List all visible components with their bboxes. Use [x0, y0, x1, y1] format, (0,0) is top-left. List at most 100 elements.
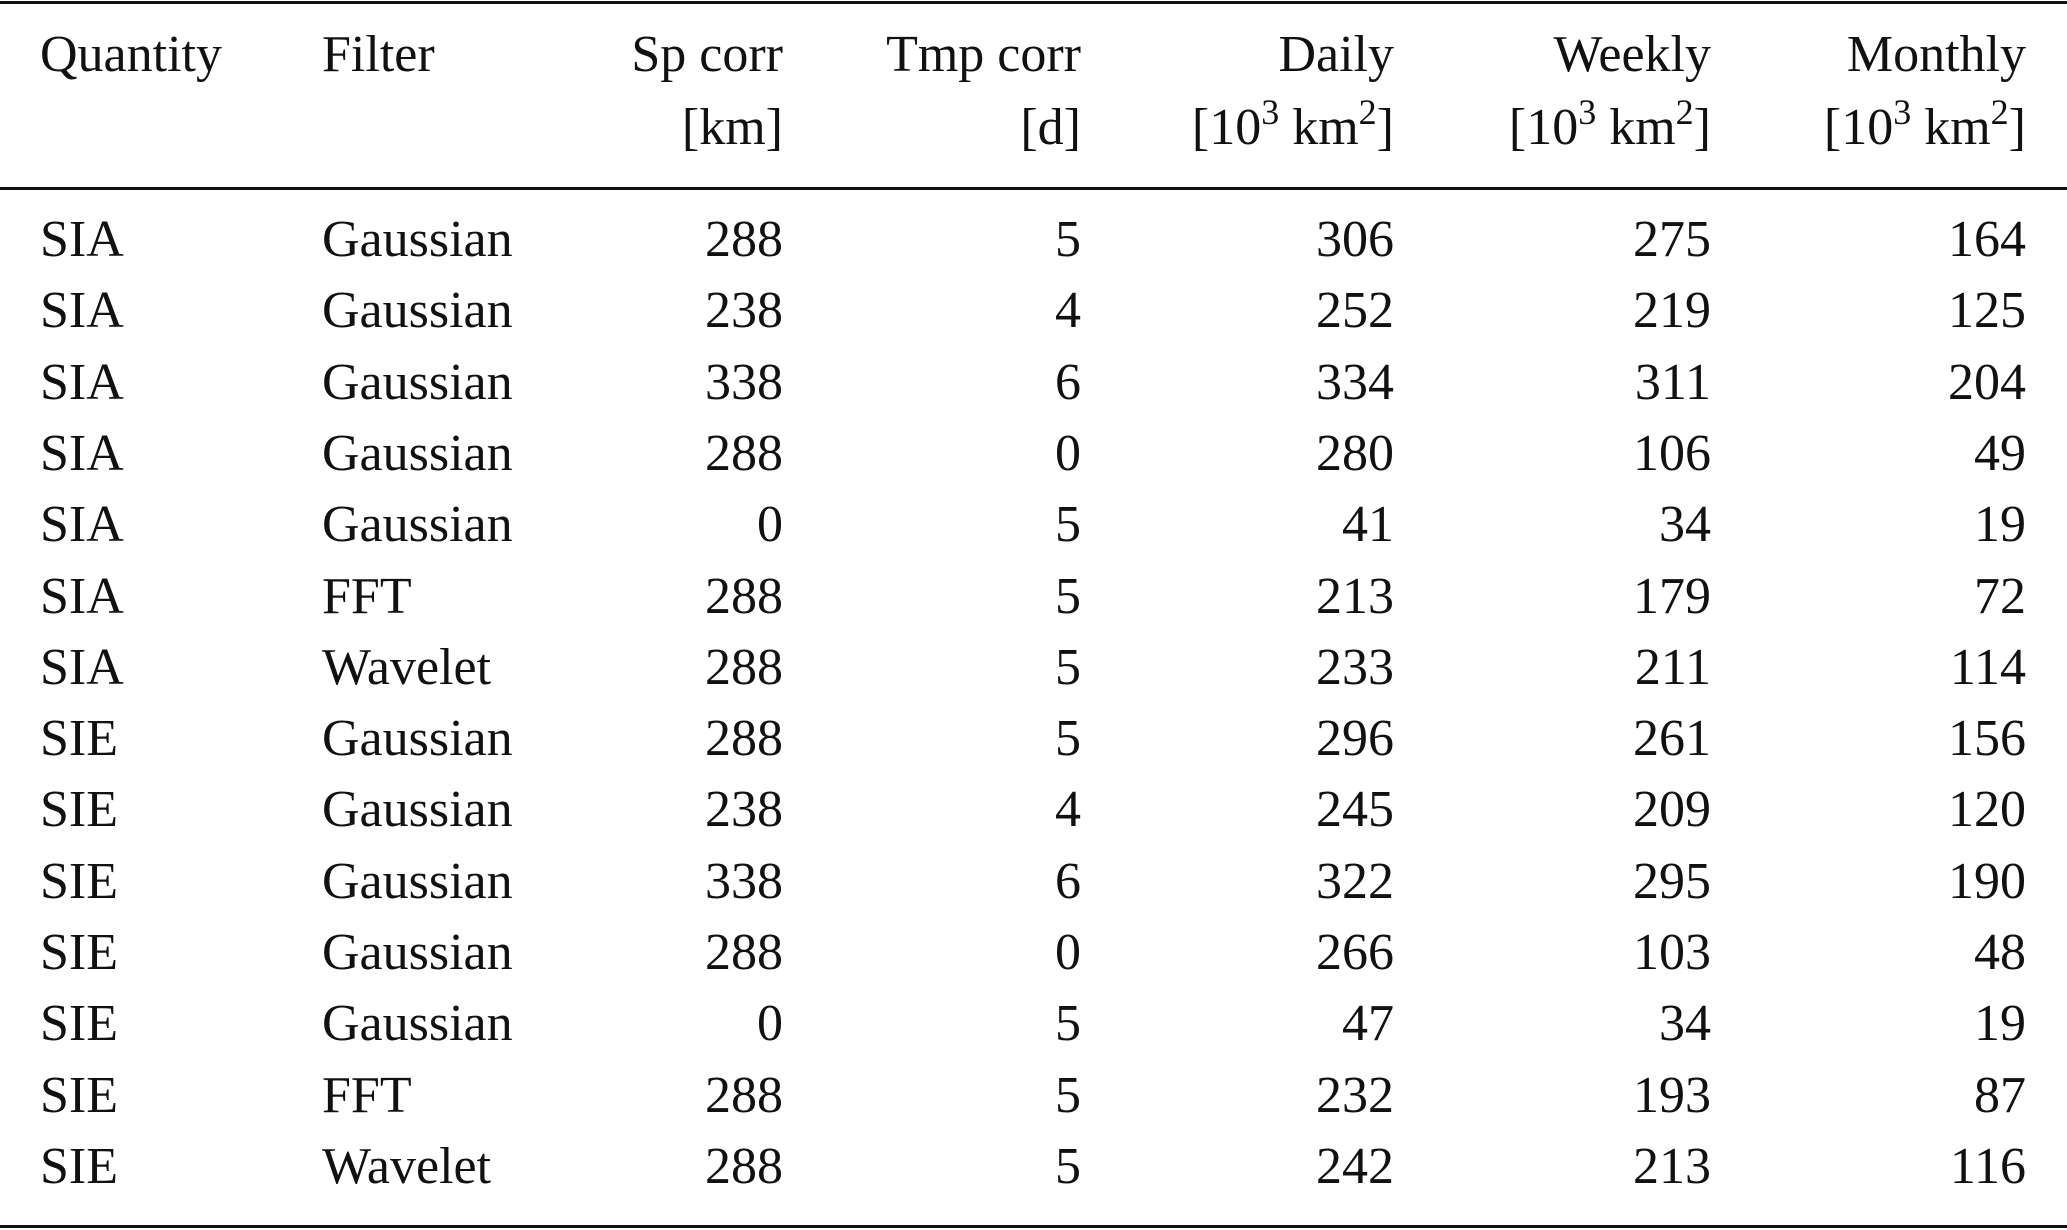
table-cell: 288 [705, 424, 783, 482]
unit-text: ] [2008, 99, 2026, 156]
table-cell: 34 [1659, 496, 1711, 554]
table-cell: 322 [1316, 852, 1394, 910]
table-cell: Gaussian [322, 924, 513, 981]
table-cell: 6 [1055, 353, 1081, 411]
table-cell: 190 [1948, 852, 2026, 910]
table-cell: Gaussian [322, 852, 513, 910]
table-cell: 288 [705, 924, 783, 981]
table-cell: 5 [1055, 638, 1081, 696]
table-cell: SIE [40, 1137, 118, 1195]
table-cell: SIE [40, 710, 118, 768]
column-unit: [103 km2] [1191, 94, 1394, 156]
table-cell: 0 [757, 496, 783, 554]
unit-text: km [1279, 99, 1359, 156]
table-cell: 179 [1633, 567, 1711, 625]
table-cell: 47 [1342, 995, 1394, 1053]
table-cell: FFT [322, 567, 412, 625]
table-cell: 334 [1316, 353, 1394, 411]
table-cell: 211 [1634, 638, 1711, 696]
table-cell: SIA [40, 424, 124, 482]
table-cell: 193 [1633, 1066, 1711, 1124]
table-cell: 5 [1055, 496, 1081, 554]
table-cell: 19 [1974, 496, 2026, 554]
table-cell: Gaussian [322, 353, 513, 411]
column-unit: [d] [1020, 102, 1081, 154]
table-cell: SIE [40, 1066, 118, 1124]
table-cell: SIE [40, 852, 118, 910]
table-cell: Wavelet [322, 1137, 492, 1195]
table-cell: 288 [705, 638, 783, 696]
table-cell: 164 [1948, 211, 2026, 268]
table-cell: 275 [1633, 211, 1711, 268]
mid-rule [0, 187, 2067, 190]
table-cell: 6 [1055, 852, 1081, 910]
column-title: Daily [1278, 26, 1394, 83]
column-unit: [km] [682, 102, 783, 154]
unit-exponent: 2 [1990, 92, 2009, 132]
table-cell: 4 [1055, 282, 1081, 340]
table-cell: 338 [705, 353, 783, 411]
table-cell: Gaussian [322, 781, 513, 839]
table-cell: 233 [1316, 638, 1394, 696]
table-cell: SIA [40, 282, 124, 340]
table-cell: 295 [1633, 852, 1711, 910]
table-cell: 125 [1948, 282, 2026, 340]
table-cell: 338 [705, 852, 783, 910]
unit-exponent: 2 [1675, 92, 1694, 132]
table-cell: 5 [1055, 995, 1081, 1053]
unit-text: [km] [681, 99, 783, 156]
table-cell: Gaussian [322, 211, 513, 268]
unit-exponent: 3 [1261, 92, 1280, 132]
table-cell: 288 [705, 567, 783, 625]
unit-exponent: 3 [1578, 92, 1597, 132]
table-cell: 0 [757, 995, 783, 1053]
table-cell: 209 [1633, 781, 1711, 839]
table-cell: 72 [1974, 567, 2026, 625]
table-cell: 0 [1055, 924, 1081, 981]
unit-text: ] [1693, 99, 1711, 156]
table-cell: 245 [1316, 781, 1394, 839]
table-cell: 103 [1633, 924, 1711, 981]
column-unit: [103 km2] [1824, 94, 2026, 156]
table-cell: 213 [1633, 1137, 1711, 1195]
table-cell: 4 [1055, 781, 1081, 839]
table-cell: Gaussian [322, 496, 513, 554]
table-cell: 280 [1316, 424, 1394, 482]
table-cell: Gaussian [322, 282, 513, 340]
table-cell: 5 [1055, 567, 1081, 625]
table-cell: 266 [1316, 924, 1394, 981]
table-cell: Wavelet [322, 638, 492, 696]
table-cell: 213 [1316, 567, 1394, 625]
table-cell: Gaussian [322, 424, 513, 482]
table-cell: Gaussian [322, 995, 513, 1053]
column-title: Weekly [1553, 26, 1711, 83]
table-cell: 288 [705, 710, 783, 768]
table-cell: SIE [40, 781, 118, 839]
table-cell: 204 [1948, 353, 2026, 411]
table-cell: SIA [40, 638, 124, 696]
table-cell: 120 [1948, 781, 2026, 839]
table-cell: 288 [705, 1137, 783, 1195]
table-cell: FFT [322, 1066, 412, 1124]
unit-text: ] [1376, 99, 1394, 156]
table-cell: SIA [40, 567, 124, 625]
table-cell: SIE [40, 924, 118, 981]
table-cell: SIE [40, 995, 118, 1053]
table-cell: 49 [1974, 424, 2026, 482]
table-cell: SIA [40, 353, 124, 411]
table-cell: Gaussian [322, 710, 513, 768]
table-cell: 238 [705, 282, 783, 340]
column-title: Sp corr [631, 26, 783, 83]
table-cell: 48 [1974, 924, 2026, 981]
table-cell: SIA [40, 496, 124, 554]
unit-text: [10 [1191, 99, 1262, 156]
column-title: Filter [322, 26, 435, 83]
table-cell: 41 [1342, 496, 1394, 554]
table-cell: 252 [1316, 282, 1394, 340]
bottom-rule [0, 1225, 2067, 1228]
table-cell: 114 [1949, 638, 2026, 696]
table-cell: 288 [705, 1066, 783, 1124]
unit-exponent: 3 [1893, 92, 1912, 132]
table-cell: 19 [1974, 995, 2026, 1053]
